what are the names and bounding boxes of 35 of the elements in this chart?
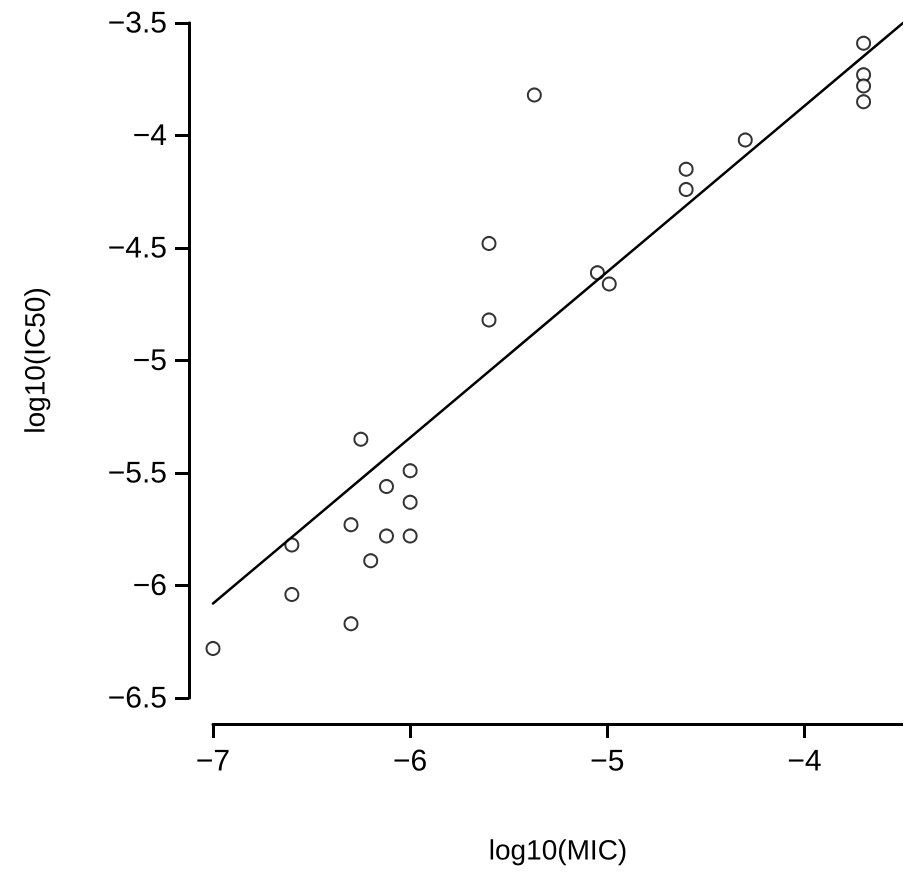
y-tick-label: −4.5 [108,232,167,264]
y-tick-label: −3.5 [108,6,167,40]
point [856,36,872,51]
y-tick-label: −6.5 [108,682,167,714]
y-tick-label: −6 [132,569,167,602]
point [482,236,496,251]
point [284,587,300,602]
point [363,553,378,568]
point [678,162,694,177]
point [402,528,418,544]
x-tick-label: −7 [196,744,230,778]
point [678,182,694,197]
point [482,312,496,328]
x-axis-title: log10(MIC) [488,834,628,866]
point [284,538,300,552]
point [856,94,872,110]
point [353,432,368,447]
x-tick-label: −5 [590,744,624,778]
point [856,78,872,94]
point [344,517,358,532]
point [402,494,418,510]
point [344,616,358,632]
x-tick-label: −4 [787,744,822,778]
y-tick-label: −5 [132,344,167,377]
point [402,463,418,478]
x-tick-label: −6 [393,744,428,778]
point [379,479,394,494]
y-tick-label: −4 [132,119,167,152]
point [206,641,220,656]
point [379,528,394,544]
point [738,132,753,148]
point [526,88,542,102]
y-axis-title: log10(IC50) [20,287,50,434]
point [602,276,617,292]
y-tick-label: −5.5 [108,456,167,490]
